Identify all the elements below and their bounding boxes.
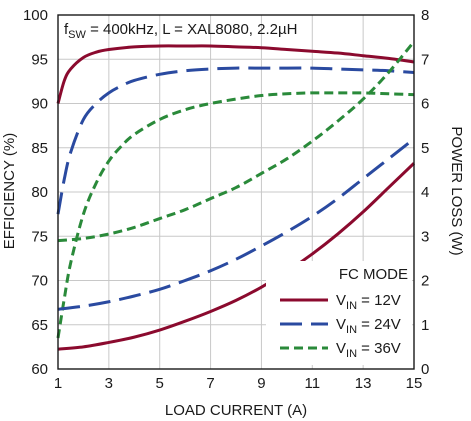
y-left-tick-label: 60 xyxy=(31,361,48,378)
x-tick-label: 11 xyxy=(304,375,320,392)
legend-label: VIN = 12V xyxy=(336,292,401,312)
plot-frame xyxy=(57,14,415,370)
annotation-subscript: SW xyxy=(68,29,86,41)
y-left-tick-label: 80 xyxy=(31,184,48,201)
series-line-efficiency-36v xyxy=(56,91,415,339)
legend-label-prefix: V xyxy=(336,292,346,309)
legend-label-subscript: IN xyxy=(346,324,357,336)
x-tick-label: 7 xyxy=(206,375,214,392)
x-tick-label: 1 xyxy=(54,375,62,392)
legend-label-subscript: IN xyxy=(346,300,357,312)
legend-title: FC MODE xyxy=(339,266,408,283)
legend-label: VIN = 36V xyxy=(336,340,401,360)
y-left-tick-label: 95 xyxy=(31,51,48,68)
legend-label-prefix: V xyxy=(336,316,346,333)
y-right-tick-label: 7 xyxy=(421,51,429,68)
y-left-tick-label: 90 xyxy=(31,96,48,113)
x-tick-label: 3 xyxy=(105,375,113,392)
y-right-tick-label: 0 xyxy=(421,361,429,378)
x-tick-label: 15 xyxy=(406,375,423,392)
y-left-tick-label: 65 xyxy=(31,317,48,334)
legend-label: VIN = 24V xyxy=(336,316,401,336)
y-right-tick-label: 3 xyxy=(421,228,429,245)
legend-label-suffix: = 12V xyxy=(357,292,401,309)
y-left-tick-label: 85 xyxy=(31,140,48,157)
y-right-tick-label: 1 xyxy=(421,317,429,334)
y-right-tick-label: 2 xyxy=(421,273,429,290)
legend-label-subscript: IN xyxy=(346,348,357,360)
chart-annotation: fSW = 400kHz, L = XAL8080, 2.2µH xyxy=(64,21,297,41)
y-left-tick-label: 75 xyxy=(31,228,48,245)
legend-label-prefix: V xyxy=(336,340,346,357)
y-left-tick-label: 70 xyxy=(31,273,48,290)
annotation-rest: = 400kHz, L = XAL8080, 2.2µH xyxy=(86,21,298,38)
y-right-tick-label: 8 xyxy=(421,7,429,24)
x-tick-label: 9 xyxy=(257,375,265,392)
x-axis-label: LOAD CURRENT (A) xyxy=(165,402,307,419)
legend-background xyxy=(266,261,412,365)
series-line-power-loss-12v xyxy=(57,162,416,351)
series-line-efficiency-12v xyxy=(56,44,415,104)
y-axis-right-label: POWER LOSS (W) xyxy=(448,126,465,255)
annotation-main: f xyxy=(64,21,69,38)
x-tick-label: 13 xyxy=(355,375,372,392)
y-axis-left-label: EFFICIENCY (%) xyxy=(1,133,18,249)
legend-label-suffix: = 24V xyxy=(357,316,401,333)
series-line-power-loss-36v xyxy=(57,40,416,243)
legend-label-suffix: = 36V xyxy=(357,340,401,357)
series-line-power-loss-24v xyxy=(57,137,415,311)
series-line-efficiency-24v xyxy=(56,66,415,215)
x-tick-label: 5 xyxy=(156,375,164,392)
y-right-tick-label: 5 xyxy=(421,140,429,157)
curves xyxy=(56,40,416,351)
y-right-tick-label: 6 xyxy=(421,96,429,113)
y-left-tick-label: 100 xyxy=(23,7,48,24)
y-right-tick-label: 4 xyxy=(421,184,429,201)
